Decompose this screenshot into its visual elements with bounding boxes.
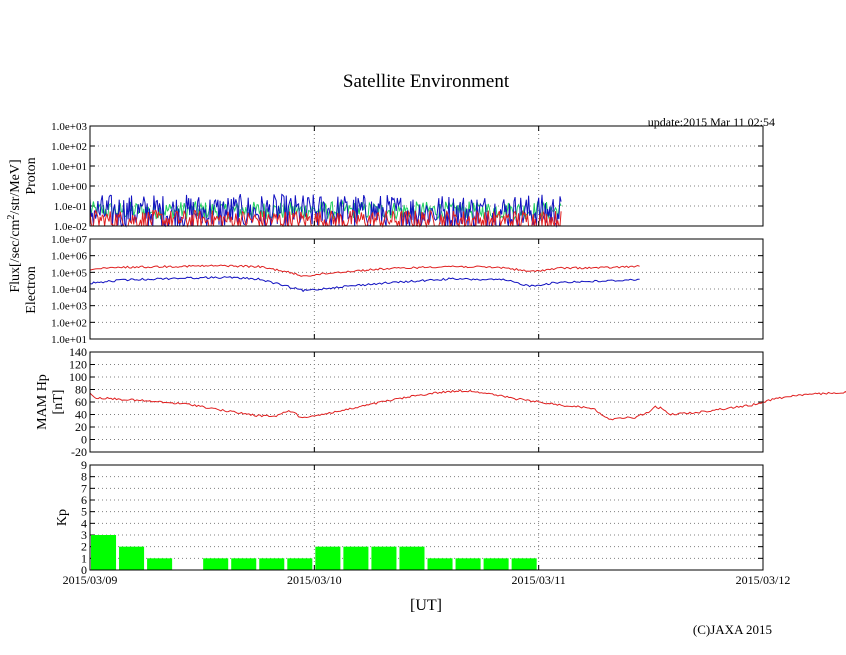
- y-axis-label: MAM Hp: [35, 374, 50, 430]
- chart-panels: 1.0e-021.0e-011.0e+001.0e+011.0e+021.0e+…: [24, 121, 846, 577]
- chart-title: Satellite Environment: [343, 71, 510, 92]
- x-tick-label: 2015/03/12: [736, 573, 791, 587]
- x-tick-label: 2015/03/09: [63, 573, 118, 587]
- panel-frame: [89, 351, 764, 453]
- y-tick-label: 8: [81, 470, 87, 484]
- y-axis-label: Proton: [24, 157, 39, 194]
- y-tick-label: 80: [75, 383, 87, 397]
- y-tick-label: 4: [81, 516, 87, 530]
- kp-bar: [427, 558, 453, 570]
- y-tick-label: 100: [69, 370, 87, 384]
- y-tick-label: 0: [81, 433, 87, 447]
- flux-label-pre: Flux[/sec/cm: [8, 219, 23, 292]
- y-tick-label: 1.0e-01: [54, 201, 87, 213]
- kp-bar: [203, 558, 229, 570]
- y-tick-label: 1: [81, 551, 87, 565]
- y-tick-label: 1.0e+04: [51, 284, 87, 296]
- kp-bar: [231, 558, 257, 570]
- panel-proton: 1.0e-02 1.0e-01 1.0e+00 1.0e+01 1.0e+02 1.0e+…: [24, 121, 764, 233]
- y-tick-label: 1.0e+03: [51, 121, 87, 133]
- y-tick-label: 60: [75, 395, 87, 409]
- y-tick-label: 20: [75, 420, 87, 434]
- y-tick-label: 2: [81, 540, 87, 554]
- kp-bar: [371, 546, 397, 570]
- kp-bar: [259, 558, 285, 570]
- y-tick-label: 1.0e+00: [51, 181, 87, 193]
- panel-frame: [89, 238, 764, 340]
- y-axis-label: Electron: [24, 266, 39, 313]
- y-tick-label: 120: [69, 358, 87, 372]
- x-tick-label: 2015/03/11: [512, 573, 566, 587]
- y-tick-label: 9: [81, 458, 87, 472]
- y-tick-label: 5: [81, 505, 87, 519]
- flux-label-post: /str/MeV]: [8, 159, 23, 214]
- y-tick-label: 1.0e+01: [51, 161, 87, 173]
- y-tick-label: 1.0e+03: [51, 301, 87, 313]
- x-axis-ticks: 2015/03/09 2015/03/10 2015/03/11 2015/03/12: [63, 573, 791, 587]
- y-tick-label: -20: [71, 445, 87, 459]
- y-axis-label: Kp: [55, 509, 70, 526]
- x-tick-label: 2015/03/10: [287, 573, 342, 587]
- panel-frame: [89, 464, 764, 571]
- y-tick-label: 140: [69, 345, 87, 359]
- y-tick-label: 1.0e+01: [51, 334, 87, 346]
- x-axis-label: [UT]: [410, 597, 442, 614]
- series-red-line: [89, 389, 846, 421]
- y-tick-label: 1.0e+02: [51, 141, 87, 153]
- y-axis-unit: [nT]: [51, 390, 66, 415]
- copyright: (C)JAXA 2015: [693, 622, 772, 637]
- panel-electron: 1.0e+01 1.0e+02 1.0e+03 1.0e+04 1.0e+05 1.0e+…: [24, 234, 764, 346]
- series-red-line: [89, 264, 640, 277]
- y-tick-label: 1.0e-02: [54, 221, 87, 233]
- y-tick-label: 1.0e+07: [51, 234, 87, 246]
- y-tick-label: 40: [75, 408, 87, 422]
- y-tick-label: 1.0e+06: [51, 251, 87, 263]
- y-tick-label: 1.0e+05: [51, 267, 87, 279]
- kp-bar: [343, 546, 369, 570]
- y-tick-label: 0: [81, 563, 87, 577]
- y-tick-label: 3: [81, 528, 87, 542]
- update-timestamp: update:2015 Mar 11 02:54: [648, 115, 775, 129]
- y-tick-label: 1.0e+02: [51, 317, 87, 329]
- kp-bar: [287, 558, 313, 570]
- panel-frame: [89, 125, 764, 227]
- y-tick-label: 6: [81, 493, 87, 507]
- kp-bar: [147, 558, 173, 570]
- kp-bar: [399, 546, 425, 570]
- series-blue-line: [89, 276, 640, 293]
- kp-bar: [455, 558, 481, 570]
- flux-label-sup: 2: [6, 215, 17, 220]
- kp-bar: [119, 546, 145, 570]
- kp-bar: [483, 558, 509, 570]
- flux-axis-label: Flux[/sec/cm2/str/MeV]: [6, 159, 23, 292]
- y-tick-label: 7: [81, 481, 87, 495]
- kp-bar: [315, 546, 341, 570]
- kp-bar: [511, 558, 537, 570]
- kp-bar: [91, 535, 117, 570]
